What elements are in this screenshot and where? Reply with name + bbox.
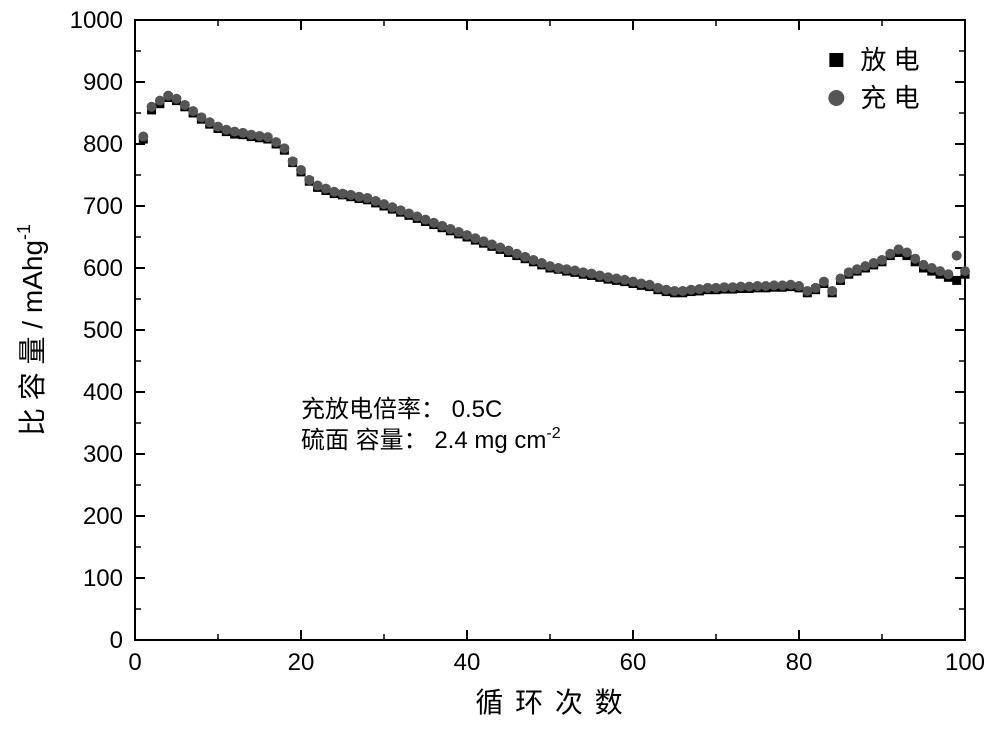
- svg-text:600: 600: [83, 255, 123, 282]
- svg-text:500: 500: [83, 317, 123, 344]
- svg-text:1000: 1000: [70, 7, 123, 34]
- series-charge: [138, 91, 970, 296]
- svg-text:20: 20: [288, 649, 315, 676]
- x-axis-label: 循 环 次 数: [475, 687, 624, 718]
- svg-text:0: 0: [128, 649, 141, 676]
- svg-text:80: 80: [786, 649, 813, 676]
- legend: 放 电充 电: [828, 45, 919, 113]
- svg-text:900: 900: [83, 69, 123, 96]
- svg-text:100: 100: [945, 649, 985, 676]
- svg-text:700: 700: [83, 193, 123, 220]
- y-axis-label: 比 容 量 / mAhg-1: [14, 224, 48, 436]
- svg-text:充 电: 充 电: [860, 83, 919, 113]
- chart-container: 0204060801000100200300400500600700800900…: [0, 0, 1000, 740]
- svg-text:0: 0: [110, 627, 123, 654]
- annotation: 充放电倍率： 0.5C: [301, 396, 502, 423]
- svg-text:60: 60: [620, 649, 647, 676]
- svg-text:300: 300: [83, 441, 123, 468]
- svg-text:800: 800: [83, 131, 123, 158]
- svg-text:400: 400: [83, 379, 123, 406]
- svg-text:200: 200: [83, 503, 123, 530]
- svg-text:放 电: 放 电: [860, 45, 919, 75]
- annotation: 硫面 容量： 2.4 mg cm-2: [301, 425, 561, 454]
- svg-text:100: 100: [83, 565, 123, 592]
- svg-text:40: 40: [454, 649, 481, 676]
- chart-svg: 0204060801000100200300400500600700800900…: [0, 0, 1000, 740]
